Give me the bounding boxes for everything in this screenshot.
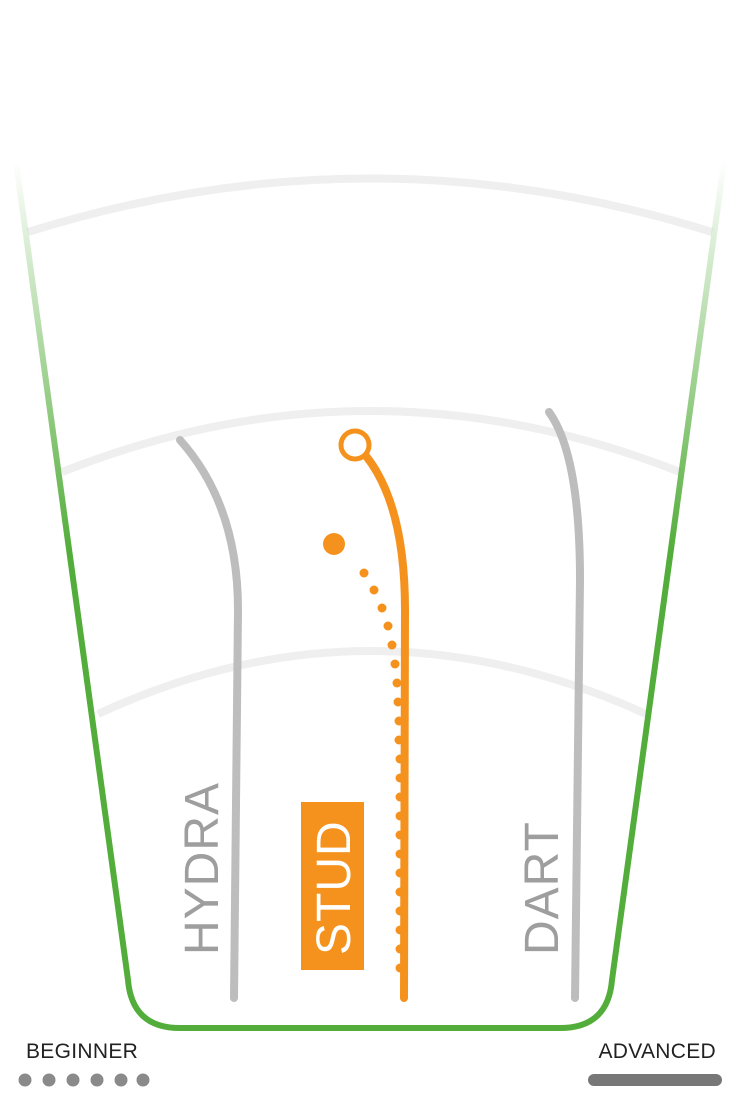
hollow-circle-icon	[338, 428, 372, 462]
range-arc-mid	[60, 407, 682, 476]
stud-label: STUD	[308, 820, 361, 955]
dart-track	[545, 408, 585, 1002]
advanced-scale-bar	[588, 1074, 722, 1086]
stud-dotted-path	[359, 568, 405, 973]
stud-label-background	[301, 802, 364, 970]
advanced-label: ADVANCED	[598, 1040, 716, 1063]
dart-label: DART	[516, 821, 569, 955]
lane-boundary	[13, 159, 727, 1031]
range-arc-near	[96, 647, 648, 718]
beginner-scale-dots	[18, 1073, 150, 1087]
hydra-label: HYDRA	[176, 782, 229, 955]
range-arc-far	[26, 174, 714, 236]
beginner-label: BEGINNER	[26, 1040, 139, 1063]
filled-dot-icon	[323, 533, 345, 555]
hydra-track	[176, 436, 243, 1002]
stud-track	[362, 452, 410, 1002]
